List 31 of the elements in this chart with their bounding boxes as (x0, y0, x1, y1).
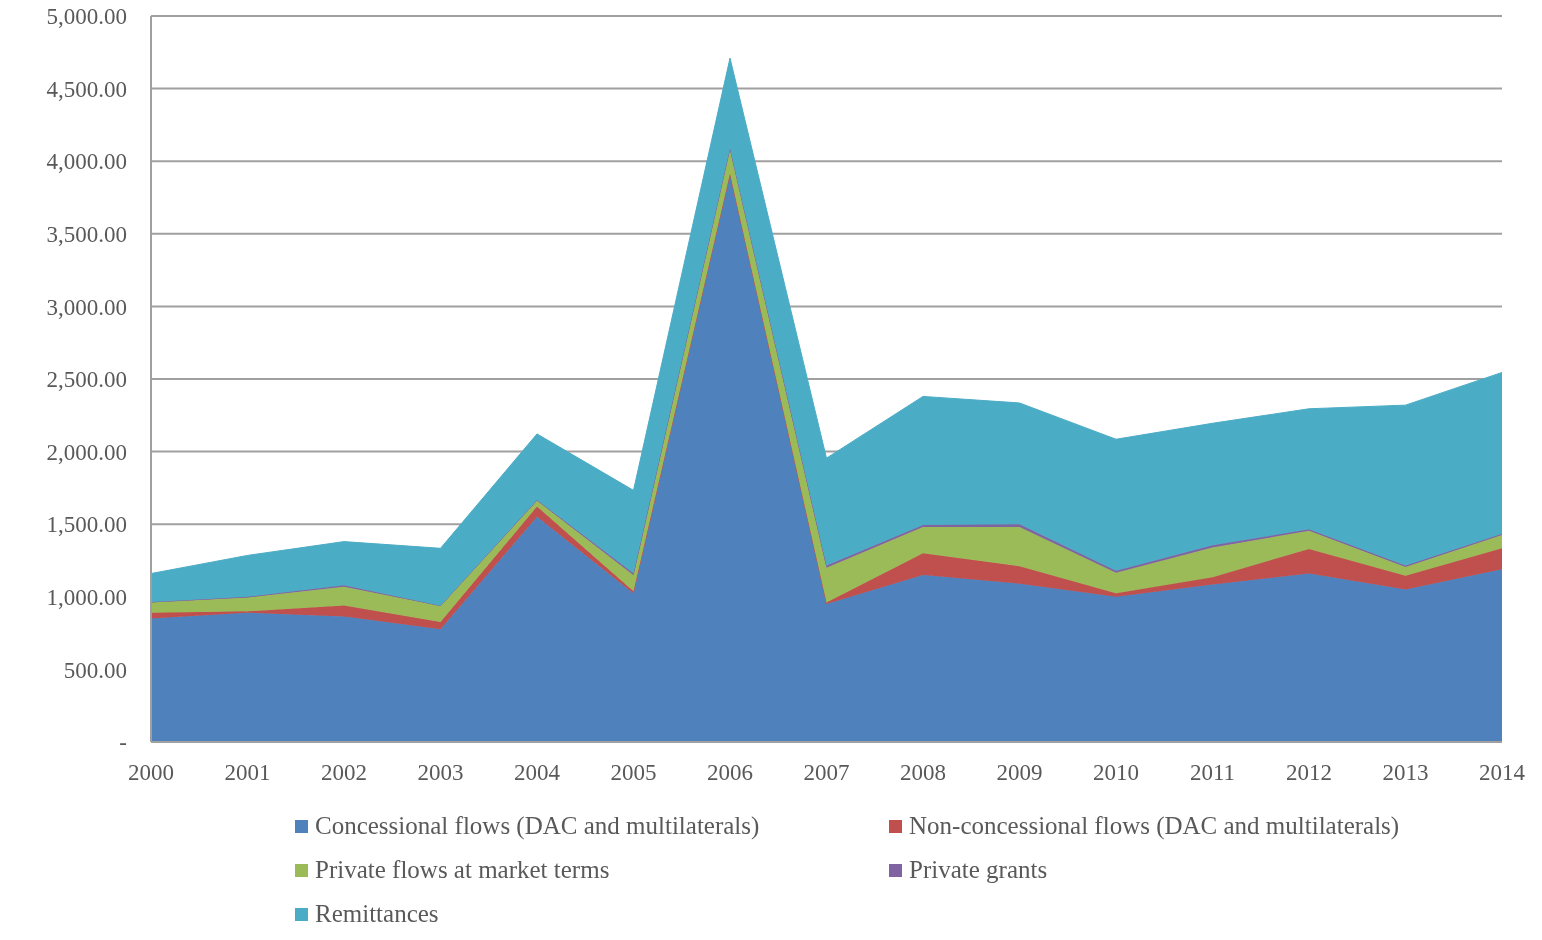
y-tick-label: 4,000.00 (46, 149, 127, 175)
x-tick-label: 2006 (707, 760, 753, 786)
x-tick-label: 2012 (1286, 760, 1332, 786)
y-tick-label: 1,000.00 (46, 584, 127, 610)
x-tick-label: 2001 (224, 760, 271, 786)
x-tick-label: 2013 (1382, 760, 1429, 786)
x-tick-label: 2007 (803, 760, 850, 786)
legend-label: Remittances (315, 900, 439, 928)
x-tick-label: 2008 (900, 760, 946, 786)
y-tick-label: 2,500.00 (46, 367, 127, 393)
legend-label: Private flows at market terms (315, 856, 610, 884)
y-tick-label: 1,500.00 (46, 512, 127, 538)
x-tick-label: 2014 (1479, 760, 1526, 786)
legend-label: Non-concessional flows (DAC and multilaterals) (909, 812, 1400, 840)
x-tick-label: 2003 (417, 760, 464, 786)
y-tick-label: 4,500.00 (46, 76, 127, 102)
y-tick-label: 2,000.00 (46, 439, 127, 465)
legend-label: Concessional flows (DAC and multilaterals) (315, 812, 760, 840)
y-tick-label: 5,000.00 (46, 4, 127, 30)
x-tick-label: 2004 (514, 760, 561, 786)
legend-label: Private grants (909, 856, 1048, 884)
x-tick-label: 2002 (321, 760, 367, 786)
x-tick-label: 2011 (1189, 760, 1236, 786)
x-tick-label: 2010 (1093, 760, 1139, 786)
x-tick-label: 2009 (996, 760, 1043, 786)
y-tick-label: 3,000.00 (46, 294, 127, 320)
y-tick-label: 3,500.00 (46, 221, 127, 247)
y-tick-label: - (119, 730, 127, 756)
x-tick-label: 2005 (610, 760, 657, 786)
x-tick-label: 2000 (128, 760, 174, 786)
y-tick-label: 500.00 (63, 657, 127, 683)
